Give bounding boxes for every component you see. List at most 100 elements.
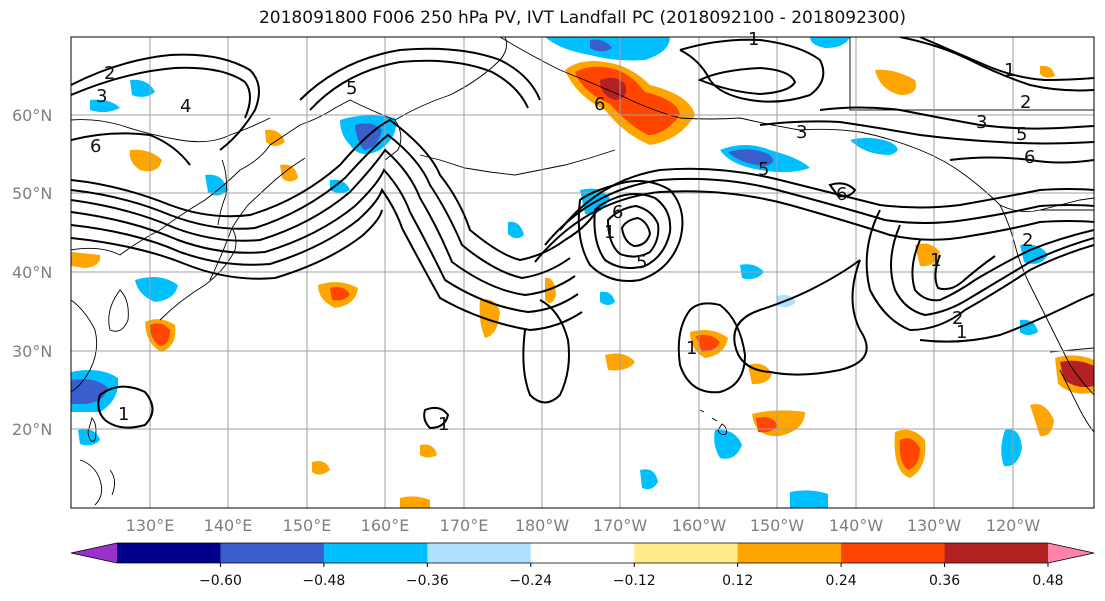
colorbar-bin bbox=[117, 543, 221, 563]
contour-line bbox=[911, 229, 1094, 302]
contour-label: 2 bbox=[1020, 92, 1031, 113]
fill-patch bbox=[545, 277, 556, 304]
longitude-labels: 130°E 140°E 150°E 160°E 170°E 180°W 170°W 160°W… bbox=[126, 516, 1041, 535]
lon-label: 140°W bbox=[829, 516, 884, 535]
lat-lon-grid bbox=[71, 37, 1094, 508]
contour-labels: 2 3 4 5 6 1 1 2 3 5 6 6 5 6 3 5 6 1 1 1 … bbox=[90, 29, 1035, 435]
fill-patch bbox=[90, 99, 120, 113]
coastline-aleutians bbox=[419, 149, 616, 176]
coastline-china bbox=[71, 299, 98, 393]
contour-line bbox=[559, 167, 1094, 231]
contour-label: 6 bbox=[594, 94, 605, 115]
colorbar-tick-label: −0.12 bbox=[613, 573, 656, 589]
contour-line bbox=[71, 148, 576, 297]
contour-line bbox=[819, 106, 1094, 130]
colorbar-extend-max bbox=[1048, 543, 1094, 563]
lat-label: 40°N bbox=[12, 263, 52, 282]
contour-line bbox=[679, 38, 825, 103]
contour-line bbox=[620, 216, 652, 248]
contour-line bbox=[71, 187, 583, 332]
lat-label: 20°N bbox=[12, 420, 52, 439]
lon-label: 130°W bbox=[907, 516, 962, 535]
contour-label: 1 bbox=[748, 29, 759, 50]
coastline-na-west bbox=[999, 204, 1094, 396]
fill-patch bbox=[790, 490, 828, 508]
fill-patch bbox=[1020, 244, 1048, 264]
contour-label: 2 bbox=[104, 63, 115, 84]
fill-patch bbox=[590, 39, 612, 52]
contour-line bbox=[71, 132, 191, 166]
contour-label: 1 bbox=[956, 322, 967, 343]
colorbar-tick-label: −0.48 bbox=[302, 573, 345, 589]
contour-line bbox=[71, 53, 260, 151]
map-frame bbox=[70, 36, 1095, 509]
contour-label: 5 bbox=[1016, 124, 1027, 145]
contour-label: 5 bbox=[346, 78, 357, 99]
fill-patch bbox=[1030, 404, 1054, 437]
colorbar-extend-min bbox=[71, 543, 117, 563]
colorbar-bin bbox=[220, 543, 325, 563]
contour-label: 5 bbox=[758, 159, 769, 180]
lon-label: 150°E bbox=[283, 516, 332, 535]
contour-line bbox=[522, 299, 570, 404]
contour-label: 1 bbox=[1004, 60, 1015, 81]
contour-line bbox=[299, 47, 541, 101]
lat-label: 60°N bbox=[12, 106, 52, 125]
coastline-taiwan bbox=[87, 417, 97, 442]
fill-patch bbox=[129, 149, 162, 172]
contour-line bbox=[697, 66, 797, 96]
coastline-hawaii bbox=[699, 409, 727, 435]
fill-patch bbox=[312, 461, 330, 475]
fill-patch bbox=[265, 129, 285, 146]
contour-label: 4 bbox=[180, 96, 191, 117]
colorbar-tick-label: 0.36 bbox=[929, 573, 960, 589]
colorbar-tick-label: −0.60 bbox=[199, 573, 242, 589]
contour-label: 5 bbox=[636, 252, 647, 273]
lon-label: 130°E bbox=[126, 516, 175, 535]
contour-line bbox=[890, 224, 1094, 317]
colorbar: −0.60 −0.48 −0.36 −0.24 −0.12 0.12 0.24 0.36 0.4… bbox=[70, 542, 1095, 589]
lat-label: 50°N bbox=[12, 184, 52, 203]
fill-patch bbox=[71, 252, 101, 268]
domain-box bbox=[849, 37, 1094, 111]
coastline-asia bbox=[71, 99, 402, 256]
contour-line bbox=[97, 385, 154, 429]
contour-label: 2 bbox=[952, 308, 963, 329]
contour-line bbox=[544, 177, 1094, 246]
contour-line bbox=[71, 168, 579, 314]
contour-line bbox=[534, 190, 1094, 263]
contour-label: 1 bbox=[604, 222, 615, 243]
contour-label: 6 bbox=[836, 184, 847, 205]
lat-label: 30°N bbox=[12, 342, 52, 361]
colorbar-bin bbox=[530, 543, 635, 563]
colorbar-bin bbox=[634, 543, 739, 563]
coastline-alaska bbox=[499, 37, 1094, 213]
contour-line bbox=[71, 209, 383, 280]
lon-label: 150°W bbox=[750, 516, 805, 535]
contour-label: 1 bbox=[686, 338, 697, 359]
fill-patch bbox=[899, 438, 920, 470]
contour-line bbox=[828, 182, 857, 198]
contour-line bbox=[677, 302, 747, 394]
coastline-baja bbox=[1059, 369, 1094, 433]
colorbar-bin bbox=[737, 543, 842, 563]
lon-label: 170°W bbox=[593, 516, 648, 535]
fill-patch bbox=[1001, 429, 1022, 467]
contour-line bbox=[919, 293, 1094, 343]
coastline-asia bbox=[71, 117, 271, 143]
lon-label: 120°W bbox=[986, 516, 1041, 535]
colorbar-tick-label: 0.24 bbox=[826, 573, 857, 589]
lon-label: 180°W bbox=[515, 516, 570, 535]
contour-label: 1 bbox=[930, 250, 941, 271]
fill-patch bbox=[875, 69, 916, 95]
fill-patch bbox=[1040, 65, 1055, 78]
fill-patch bbox=[696, 334, 720, 352]
fill-patch bbox=[280, 164, 298, 182]
coastline-japan bbox=[159, 204, 249, 321]
colorbar-outline bbox=[70, 542, 1095, 564]
contour-label: 3 bbox=[96, 86, 107, 107]
fill-patch bbox=[728, 149, 774, 166]
contour-line bbox=[934, 254, 996, 291]
colorbar-bin bbox=[841, 543, 946, 563]
